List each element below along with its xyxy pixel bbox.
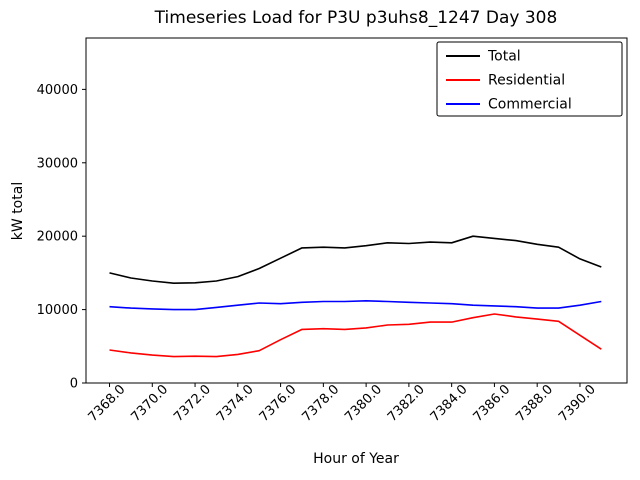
series-line-residential — [109, 313, 602, 358]
legend-frame — [436, 41, 623, 117]
legend-label: Commercial — [488, 97, 572, 113]
x-tick-label: 7388.0 — [513, 382, 556, 425]
x-tick-label: 7386.0 — [471, 382, 514, 425]
x-tick-label: 7376.0 — [257, 382, 300, 425]
legend: Total Residential Commercial — [436, 41, 623, 117]
x-axis-label: Hour of Year — [313, 451, 399, 467]
legend-label: Residential — [488, 73, 565, 89]
y-tick-label: 10000 — [37, 303, 78, 318]
series-line-commercial — [109, 299, 602, 311]
x-tick-label: 7374.0 — [214, 382, 257, 425]
legend-label: Total — [487, 49, 521, 65]
y-tick-label: 30000 — [37, 156, 78, 171]
x-tick-label: 7370.0 — [128, 382, 171, 425]
chart-title: Timeseries Load for P3U p3uhs8_1247 Day … — [154, 8, 558, 28]
x-tick-label: 7372.0 — [171, 382, 214, 425]
x-tick-label: 7390.0 — [556, 382, 599, 425]
y-tick-label: 40000 — [37, 83, 78, 98]
y-axis-label: kW total — [10, 182, 26, 240]
series-line-total — [109, 235, 602, 285]
y-tick-label: 0 — [70, 377, 78, 392]
axes-frame — [85, 37, 628, 384]
x-tick-label: 7378.0 — [299, 382, 342, 425]
x-tick-label: 7382.0 — [385, 382, 428, 425]
x-tick-label: 7368.0 — [86, 382, 129, 425]
y-tick-label: 20000 — [37, 230, 78, 245]
x-tick-label: 7384.0 — [428, 382, 471, 425]
x-tick-label: 7380.0 — [342, 382, 385, 425]
